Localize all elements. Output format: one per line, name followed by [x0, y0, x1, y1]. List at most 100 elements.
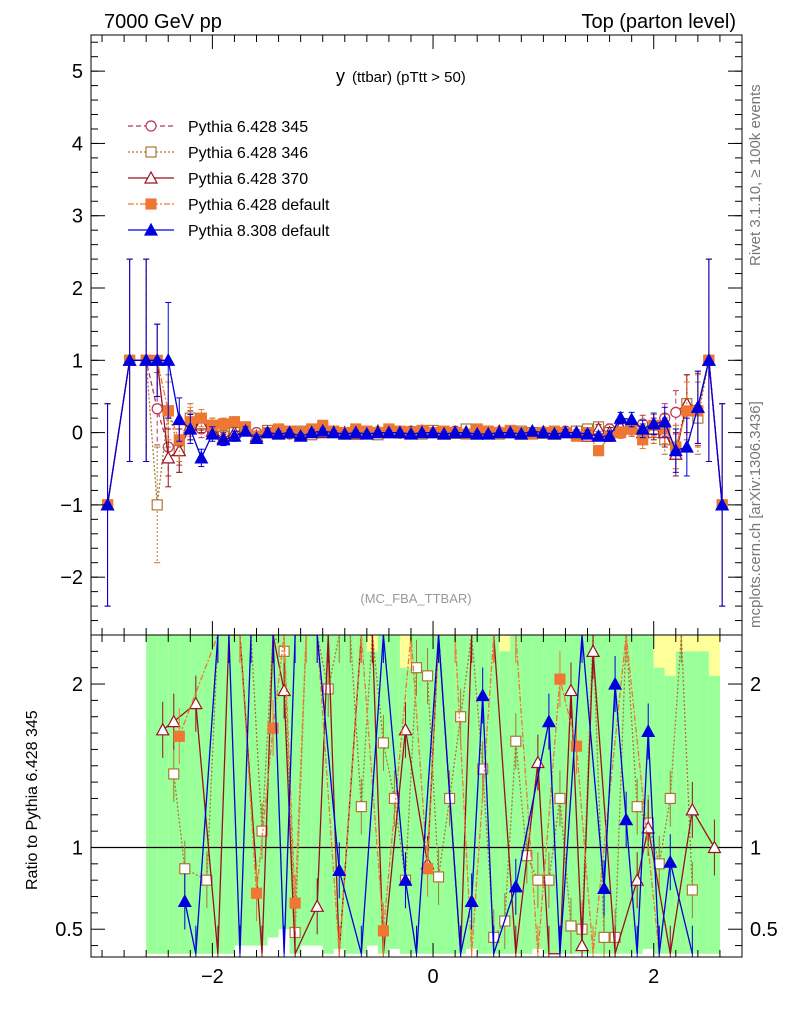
- ratio-point: [277, 683, 292, 697]
- x-tick-label: 2: [648, 966, 659, 988]
- y-tick-label: −1: [60, 495, 83, 517]
- data-point: [580, 426, 595, 440]
- rivet-version-label: Rivet 3.1.10, ≥ 100k events: [747, 84, 764, 266]
- ratio-point: [619, 812, 634, 826]
- band-inner: [708, 675, 720, 954]
- ratio-point: [532, 874, 544, 886]
- ratio-point: [388, 792, 401, 805]
- legend-marker: [145, 198, 157, 210]
- legend-label: Pythia 6.428 345: [188, 119, 308, 136]
- ratio-point: [168, 768, 180, 780]
- ratio-y-tick-label-right: 2: [750, 674, 761, 696]
- ratio-point: [685, 802, 700, 816]
- data-point: [635, 421, 650, 435]
- ratio-point: [267, 722, 279, 734]
- ratio-point: [510, 735, 522, 747]
- header-energy-label: 7000 GeV pp: [104, 11, 222, 33]
- ratio-point: [664, 792, 676, 805]
- data-point: [536, 425, 551, 439]
- ratio-point: [201, 874, 213, 886]
- data-point: [459, 425, 474, 439]
- ratio-point: [421, 670, 434, 682]
- y-tick-label: 3: [72, 206, 83, 228]
- band-inner: [212, 635, 224, 954]
- data-point: [139, 353, 154, 366]
- y-tick-label: 1: [72, 350, 83, 372]
- ratio-y-tick-label: 0.5: [55, 919, 83, 941]
- data-point: [492, 425, 507, 439]
- band-inner: [190, 635, 202, 954]
- data-point: [525, 423, 540, 437]
- band-inner: [466, 635, 478, 949]
- data-point: [392, 425, 407, 439]
- ratio-point: [464, 894, 479, 908]
- data-point: [194, 450, 209, 464]
- ratio-point: [565, 920, 577, 932]
- data-point: [337, 426, 352, 440]
- data-point: [293, 428, 308, 442]
- legend-marker: [145, 120, 157, 132]
- data-point: [228, 416, 241, 428]
- y-tick-label: −2: [60, 567, 83, 589]
- main-title-qualifier: (ttbar) (pTtt > 50): [352, 69, 466, 86]
- data-point: [271, 426, 286, 440]
- data-point: [359, 426, 374, 440]
- data-point: [415, 425, 430, 439]
- legend-marker: [143, 170, 159, 184]
- band-inner: [179, 635, 191, 954]
- band-inner: [455, 635, 467, 954]
- ratio-clipped-layer: [91, 635, 742, 957]
- ratio-point: [554, 792, 566, 805]
- band-inner: [146, 635, 158, 954]
- legend-entry-pythia-6-428-default: Pythia 6.428 default: [128, 197, 330, 214]
- ratio-point: [608, 676, 623, 690]
- data-point: [348, 425, 363, 439]
- band-inner: [300, 635, 312, 946]
- legend-label: Pythia 6.428 370: [188, 171, 308, 188]
- legend-entry-pythia-8-308-default: Pythia 8.308 default: [128, 222, 330, 240]
- data-point: [592, 445, 605, 457]
- data-point: [503, 425, 518, 439]
- data-point: [470, 426, 485, 440]
- ratio-point: [421, 863, 434, 875]
- data-point: [304, 425, 319, 439]
- band-inner: [587, 635, 599, 954]
- band-inner: [697, 651, 709, 954]
- data-point: [260, 425, 275, 439]
- data-point: [670, 406, 682, 418]
- data-point: [437, 426, 452, 440]
- data-point: [448, 425, 463, 439]
- band-inner: [289, 635, 301, 954]
- band-inner: [488, 635, 500, 954]
- x-tick-label: −2: [201, 966, 224, 988]
- data-point: [547, 426, 562, 440]
- band-inner: [256, 635, 268, 946]
- ratio-point: [410, 662, 423, 674]
- ratio-axes: 0.5 0.5 1 1 2 2 −2 0 2: [55, 635, 778, 988]
- data-point: [514, 426, 529, 440]
- data-point: [183, 421, 198, 435]
- band-inner: [642, 635, 654, 949]
- ratio-point: [598, 931, 610, 943]
- data-point: [205, 426, 220, 440]
- ratio-point: [663, 854, 678, 868]
- data-point: [602, 428, 617, 442]
- ratio-point: [310, 899, 325, 912]
- ratio-point: [554, 673, 566, 685]
- band-inner: [267, 635, 279, 938]
- data-point: [681, 405, 693, 417]
- legend: Pythia 6.428 345 Pythia 6.428 346 Pythia 6…: [128, 119, 330, 240]
- data-point: [624, 412, 639, 426]
- data-point: [613, 410, 628, 424]
- y-tick-label: 0: [72, 423, 83, 445]
- band-inner: [433, 635, 445, 954]
- data-point: [481, 426, 496, 440]
- ratio-point: [574, 938, 590, 952]
- data-point: [217, 418, 230, 430]
- data-point: [150, 353, 165, 366]
- band-inner: [675, 651, 687, 954]
- y-tick-label: 5: [72, 61, 83, 83]
- ratio-point: [455, 711, 467, 723]
- legend-marker: [143, 222, 159, 236]
- ratio-y-axis-label: Ratio to Pythia 6.428 345: [24, 710, 41, 890]
